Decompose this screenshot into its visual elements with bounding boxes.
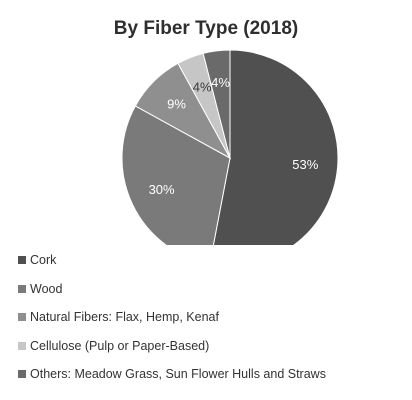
- legend-item: Others: Meadow Grass, Sun Flower Hulls a…: [18, 360, 326, 389]
- legend-label: Cellulose (Pulp or Paper-Based): [30, 338, 210, 353]
- legend-swatch: [18, 370, 26, 379]
- slice-data-label: 4%: [193, 80, 212, 95]
- slice-data-label: 53%: [292, 157, 318, 172]
- legend-label: Cork: [30, 253, 57, 268]
- legend-label: Others: Meadow Grass, Sun Flower Hulls a…: [30, 367, 326, 382]
- slice-data-label: 9%: [167, 97, 186, 112]
- legend-item: Cellulose (Pulp or Paper-Based): [18, 332, 326, 361]
- legend-label: Natural Fibers: Flax, Hemp, Kenaf: [30, 310, 219, 325]
- chart-title: By Fiber Type (2018): [113, 18, 299, 39]
- slice-data-label: 4%: [211, 75, 230, 90]
- pie-slice: [212, 49, 339, 245]
- legend-swatch: [18, 313, 26, 322]
- pie-slice: [121, 105, 231, 245]
- legend-item: Natural Fibers: Flax, Hemp, Kenaf: [18, 303, 326, 332]
- legend-swatch: [18, 284, 26, 293]
- legend-item: Wood: [18, 275, 326, 304]
- legend-item: Cork: [18, 246, 326, 275]
- legend-swatch: [18, 341, 26, 350]
- legend-label: Wood: [30, 281, 63, 296]
- pie-slice: [202, 49, 231, 159]
- chart-legend: Cork Wood Natural Fibers: Flax, Hemp, Kena…: [18, 246, 326, 389]
- slice-data-label: 30%: [149, 182, 175, 197]
- legend-swatch: [18, 256, 26, 265]
- pie-chart: 53% 30% 9% 4% 4%: [121, 49, 339, 245]
